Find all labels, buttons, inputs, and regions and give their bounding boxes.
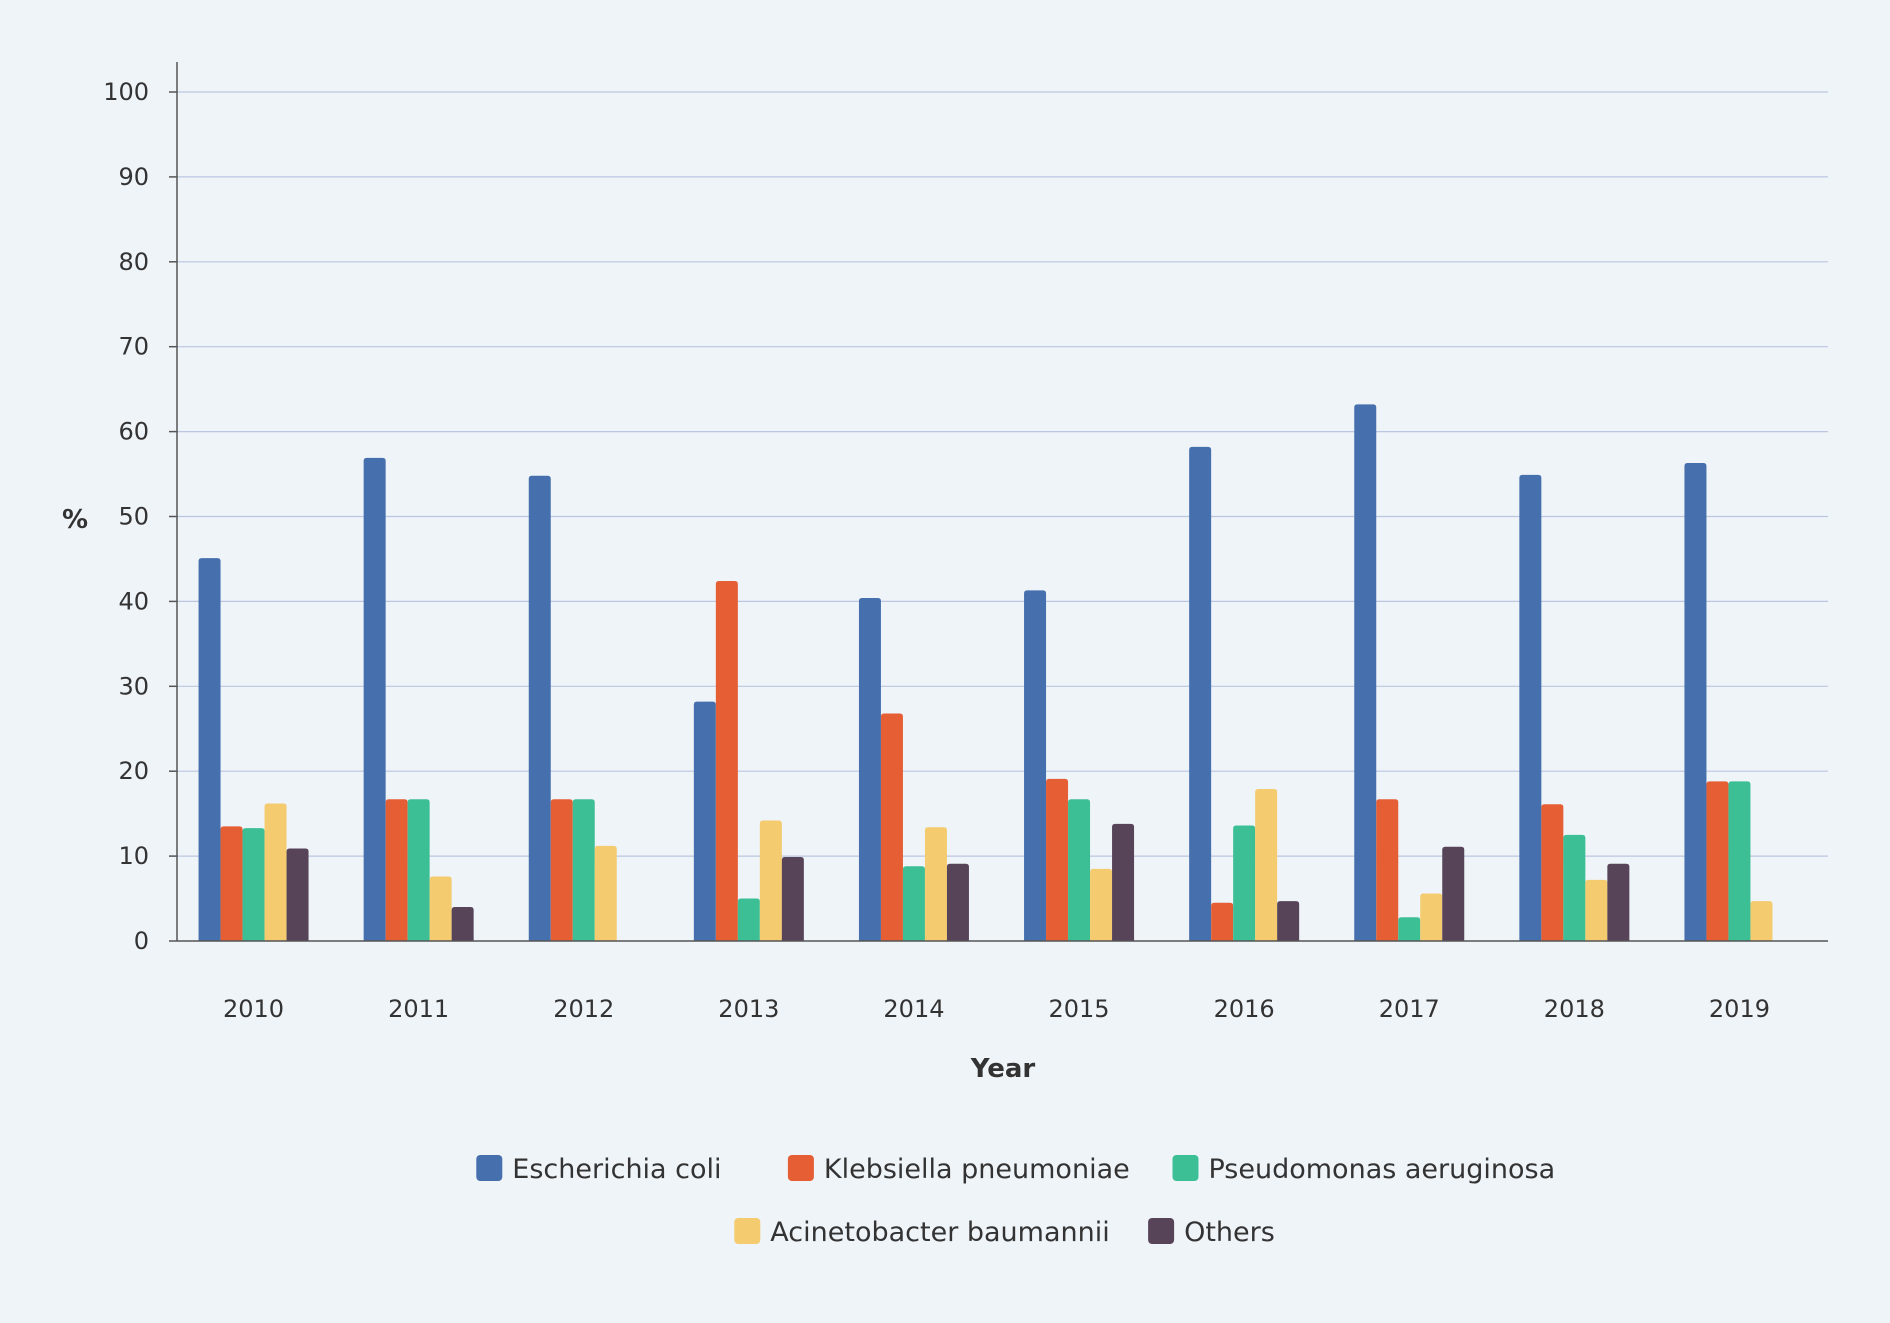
bar-escherichia-coli-2017: [1354, 404, 1377, 941]
bar-klebsiella-pneumoniae-2016: [1211, 902, 1234, 941]
legend-label: Acinetobacter baumannii: [770, 1217, 1109, 1248]
x-tick-label: 2015: [1049, 995, 1110, 1023]
x-tick-label: 2014: [883, 995, 944, 1023]
bar-klebsiella-pneumoniae-2019: [1706, 781, 1729, 941]
bar-pseudomonas-aeruginosa-2019: [1728, 781, 1751, 941]
bar-escherichia-coli-2012: [528, 475, 551, 941]
bar-escherichia-coli-2010: [198, 558, 221, 941]
x-axis-title: Year: [970, 1054, 1036, 1084]
bar-acinetobacter-baumannii-2011: [429, 876, 452, 941]
bar-pseudomonas-aeruginosa-2017: [1398, 917, 1421, 941]
bar-others-2018: [1607, 863, 1630, 941]
legend: Escherichia coli Klebsiella pneumoniae Pse…: [476, 1154, 1555, 1248]
bar-acinetobacter-baumannii-2010: [264, 803, 287, 941]
bar-klebsiella-pneumoniae-2015: [1046, 778, 1069, 941]
bar-others-2014: [946, 863, 969, 941]
bar-acinetobacter-baumannii-2016: [1255, 789, 1278, 941]
x-tick-label: 2019: [1709, 995, 1770, 1023]
x-tick-label: 2017: [1379, 995, 1440, 1023]
bar-pseudomonas-aeruginosa-2010: [242, 828, 265, 941]
legend-swatch: [734, 1218, 761, 1244]
y-tick-label: 30: [118, 672, 149, 700]
bar-acinetobacter-baumannii-2018: [1585, 879, 1608, 941]
bar-others-2015: [1112, 823, 1135, 941]
x-tick-label: 2013: [718, 995, 779, 1023]
bar-acinetobacter-baumannii-2017: [1420, 893, 1443, 941]
bar-others-2017: [1442, 846, 1465, 941]
y-tick-label: 40: [118, 587, 149, 615]
bar-klebsiella-pneumoniae-2011: [385, 799, 408, 941]
y-tick-label: 100: [103, 78, 149, 106]
bar-acinetobacter-baumannii-2014: [924, 827, 947, 941]
legend-label: Klebsiella pneumoniae: [824, 1154, 1130, 1185]
bar-klebsiella-pneumoniae-2018: [1541, 804, 1564, 941]
bar-klebsiella-pneumoniae-2017: [1376, 799, 1399, 941]
bar-klebsiella-pneumoniae-2014: [880, 713, 903, 941]
bar-escherichia-coli-2019: [1684, 463, 1707, 941]
legend-swatch: [1148, 1218, 1175, 1244]
y-tick-labels: 0 10 20 30 40 50 60 70 80 90 100: [103, 78, 149, 955]
bar-escherichia-coli-2015: [1024, 590, 1047, 941]
y-axis-title: %: [62, 505, 88, 535]
bar-acinetobacter-baumannii-2019: [1750, 901, 1773, 941]
x-tick-labels: 2010 2011 2012 2013 2014 2015 2016 2017 2018 2019: [223, 995, 1770, 1023]
bar-others-2011: [451, 907, 474, 941]
bar-pseudomonas-aeruginosa-2014: [902, 866, 925, 941]
y-tick-label: 90: [118, 163, 149, 191]
y-tick-label: 10: [118, 842, 149, 870]
legend-label: Escherichia coli: [512, 1154, 721, 1185]
legend-swatch: [476, 1155, 503, 1181]
bar-escherichia-coli-2014: [858, 598, 881, 941]
bar-pseudomonas-aeruginosa-2015: [1068, 799, 1091, 941]
bar-escherichia-coli-2013: [693, 701, 716, 941]
y-tick-label: 0: [134, 927, 149, 955]
bar-escherichia-coli-2018: [1519, 474, 1542, 941]
bar-klebsiella-pneumoniae-2010: [220, 826, 243, 941]
bar-acinetobacter-baumannii-2015: [1090, 868, 1113, 941]
bar-acinetobacter-baumannii-2012: [594, 845, 617, 941]
y-tick-label: 80: [118, 248, 149, 276]
y-tick-label: 60: [118, 418, 149, 446]
legend-label: Pseudomonas aeruginosa: [1209, 1154, 1556, 1185]
bar-pseudomonas-aeruginosa-2011: [407, 799, 430, 941]
bar-others-2013: [781, 856, 804, 941]
y-tick-label: 50: [118, 503, 149, 531]
y-tick-label: 70: [118, 333, 149, 361]
bar-klebsiella-pneumoniae-2013: [715, 581, 738, 941]
x-tick-label: 2010: [223, 995, 284, 1023]
bar-pseudomonas-aeruginosa-2016: [1233, 825, 1256, 941]
y-tick-label: 20: [118, 757, 149, 785]
bar-others-2010: [286, 848, 309, 941]
bar-others-2016: [1277, 901, 1300, 941]
bar-escherichia-coli-2011: [363, 457, 386, 941]
bars: [198, 404, 1773, 941]
legend-swatch: [787, 1155, 814, 1181]
legend-swatch: [1172, 1155, 1199, 1181]
axes: [176, 62, 1828, 942]
legend-label: Others: [1184, 1217, 1275, 1248]
x-tick-label: 2018: [1544, 995, 1605, 1023]
x-tick-label: 2012: [553, 995, 614, 1023]
bar-klebsiella-pneumoniae-2012: [550, 799, 573, 941]
gridlines: [169, 91, 1828, 942]
bar-escherichia-coli-2016: [1189, 446, 1212, 941]
bar-pseudomonas-aeruginosa-2018: [1563, 834, 1586, 941]
bar-pseudomonas-aeruginosa-2013: [737, 898, 760, 941]
bar-pseudomonas-aeruginosa-2012: [572, 799, 595, 941]
bar-acinetobacter-baumannii-2013: [759, 820, 782, 941]
x-tick-label: 2016: [1214, 995, 1275, 1023]
x-tick-label: 2011: [388, 995, 449, 1023]
